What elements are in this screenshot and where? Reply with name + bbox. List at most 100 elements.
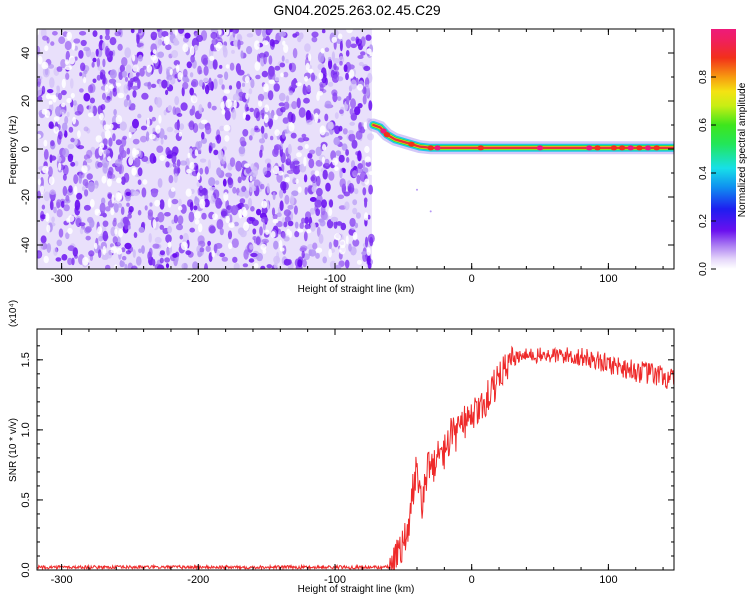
noise-speckle bbox=[125, 64, 132, 76]
snr-y-tick-label: 0.5 bbox=[20, 492, 32, 507]
noise-speckle bbox=[55, 106, 62, 117]
noise-speckle bbox=[278, 102, 285, 107]
noise-gap bbox=[253, 262, 259, 269]
noise-speckle bbox=[330, 216, 339, 223]
noise-speckle bbox=[70, 137, 75, 143]
snr-y-tick-label: 1.0 bbox=[20, 422, 32, 437]
noise-speckle bbox=[112, 236, 118, 244]
noise-gap bbox=[223, 124, 231, 132]
noise-speckle bbox=[176, 159, 181, 168]
noise-speckle bbox=[358, 61, 364, 67]
noise-speckle bbox=[205, 245, 211, 252]
noise-gap bbox=[297, 186, 302, 193]
noise-gap bbox=[263, 114, 269, 124]
noise-speckle bbox=[92, 30, 98, 37]
noise-gap bbox=[170, 187, 176, 192]
noise-gap bbox=[110, 208, 115, 216]
noise-speckle bbox=[241, 185, 247, 193]
noise-speckle bbox=[173, 173, 178, 184]
noise-speckle bbox=[283, 221, 288, 228]
noise-speckle bbox=[362, 86, 367, 95]
noise-speckle bbox=[49, 190, 56, 195]
noise-speckle bbox=[82, 179, 89, 187]
y-tick-label: 40 bbox=[20, 47, 32, 59]
noise-speckle bbox=[85, 47, 92, 58]
noise-speckle bbox=[130, 265, 138, 269]
noise-speckle bbox=[266, 264, 273, 269]
noise-speckle bbox=[158, 80, 163, 88]
noise-gap bbox=[305, 62, 310, 71]
trace-peak bbox=[477, 145, 484, 151]
noise-gap bbox=[98, 146, 103, 157]
noise-speckle bbox=[364, 199, 368, 208]
noise-gap bbox=[304, 144, 309, 149]
noise-speckle bbox=[229, 157, 236, 168]
noise-gap bbox=[167, 241, 172, 249]
noise-speckle bbox=[132, 249, 136, 258]
noise-speckle bbox=[74, 56, 78, 61]
noise-speckle bbox=[219, 64, 223, 69]
noise-speckle bbox=[201, 131, 205, 140]
noise-speckle bbox=[219, 252, 226, 258]
noise-speckle bbox=[272, 192, 276, 200]
noise-speckle bbox=[262, 29, 267, 38]
trace-peak bbox=[653, 145, 660, 151]
noise-speckle bbox=[328, 121, 334, 130]
noise-gap bbox=[108, 84, 115, 90]
noise-speckle bbox=[137, 209, 142, 216]
noise-gap bbox=[278, 239, 283, 249]
noise-speckle bbox=[157, 211, 165, 223]
noise-speckle bbox=[172, 106, 177, 115]
noise-speckle bbox=[152, 243, 160, 249]
noise-speckle bbox=[77, 145, 85, 150]
noise-speckle bbox=[61, 253, 68, 261]
noise-speckle bbox=[138, 248, 142, 254]
noise-speckle bbox=[197, 140, 203, 149]
noise-speckle bbox=[73, 174, 79, 185]
noise-speckle bbox=[64, 40, 72, 51]
noise-speckle bbox=[159, 224, 165, 230]
noise-speckle bbox=[280, 181, 287, 191]
noise-speckle bbox=[189, 227, 195, 233]
noise-speckle bbox=[63, 204, 70, 212]
noise-speckle bbox=[78, 50, 84, 59]
noise-speckle bbox=[339, 40, 343, 52]
noise-speckle bbox=[60, 200, 65, 208]
noise-speckle bbox=[99, 35, 103, 40]
noise-speckle bbox=[58, 156, 62, 163]
noise-speckle bbox=[121, 255, 127, 261]
noise-speckle bbox=[92, 78, 97, 84]
noise-speckle bbox=[361, 160, 366, 169]
noise-speckle bbox=[334, 125, 341, 135]
noise-speckle bbox=[354, 188, 359, 195]
noise-speckle bbox=[267, 163, 271, 168]
noise-speckle bbox=[247, 197, 253, 208]
noise-speckle bbox=[159, 250, 165, 256]
noise-speckle bbox=[117, 43, 123, 51]
noise-speckle bbox=[227, 177, 234, 186]
noise-speckle bbox=[369, 236, 374, 247]
noise-speckle bbox=[177, 29, 185, 34]
x-tick-label: -300 bbox=[51, 273, 73, 285]
noise-speckle bbox=[102, 92, 106, 100]
noise-gap bbox=[319, 125, 326, 136]
noise-speckle bbox=[352, 207, 358, 215]
noise-gap bbox=[116, 177, 122, 184]
noise-gap bbox=[244, 163, 250, 168]
noise-speckle bbox=[204, 263, 208, 269]
noise-speckle bbox=[237, 176, 242, 184]
noise-speckle bbox=[208, 145, 212, 154]
noise-speckle bbox=[334, 112, 339, 119]
noise-speckle bbox=[105, 29, 110, 37]
noise-gap bbox=[94, 242, 98, 250]
noise-speckle bbox=[66, 111, 70, 118]
noise-speckle bbox=[150, 188, 158, 198]
noise-speckle bbox=[199, 247, 205, 253]
noise-speckle bbox=[47, 89, 54, 94]
noise-gap bbox=[242, 209, 248, 218]
noise-speckle bbox=[256, 208, 262, 216]
noise-gap bbox=[278, 170, 284, 176]
noise-speckle bbox=[108, 50, 114, 57]
noise-speckle bbox=[302, 85, 308, 96]
noise-speckle bbox=[108, 137, 113, 147]
